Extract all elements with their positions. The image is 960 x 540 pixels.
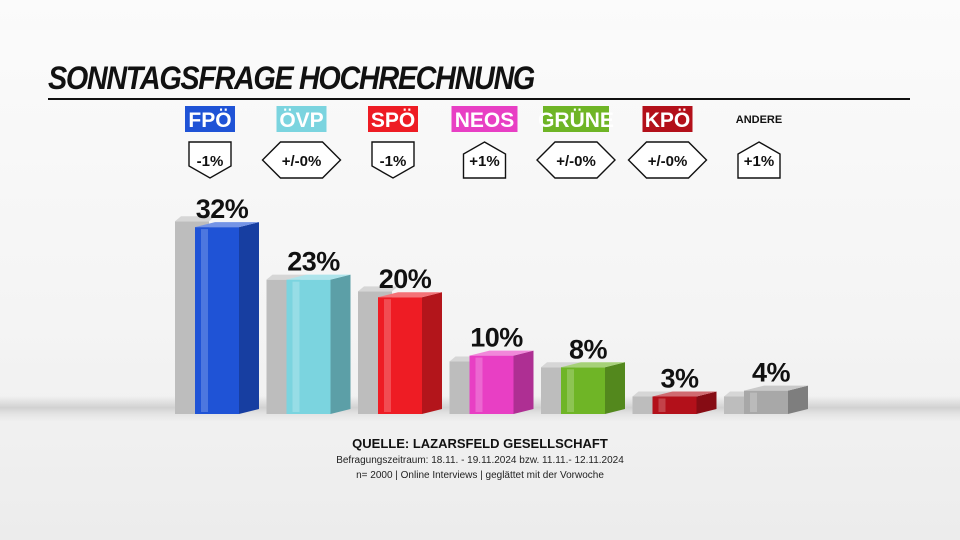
party-label-text: NEOS <box>455 109 515 132</box>
change-badge-text: +/-0% <box>648 153 688 170</box>
change-badge-neos: +1% <box>462 141 507 179</box>
change-badges: -1% +/-0% -1% +1% +/-0% +/-0% +1% <box>188 141 781 179</box>
change-badge-text: -1% <box>197 153 224 170</box>
bar-side <box>513 350 534 414</box>
source-label: QUELLE: LAZARSFELD GESELLSCHAFT <box>352 436 608 451</box>
bar-highlight <box>384 299 391 412</box>
bar-side <box>696 391 717 414</box>
bar-fpoe <box>195 222 259 414</box>
sample-note: n= 2000 | Online Interviews | geglättet … <box>356 470 604 481</box>
change-badge-spoe: -1% <box>371 141 415 179</box>
bar-side <box>330 274 351 414</box>
party-label-text: GRÜNE <box>538 109 614 132</box>
party-label-fpoe: FPÖ <box>185 106 235 132</box>
bar-top <box>195 222 259 228</box>
party-label-box <box>185 106 235 132</box>
bar-top <box>378 292 442 298</box>
party-label-box <box>543 106 609 132</box>
party-label-text: KPÖ <box>645 109 691 132</box>
value-label-fpoe: 32% <box>196 194 249 224</box>
change-badge-text: +/-0% <box>556 153 596 170</box>
bar-gruene <box>561 362 625 414</box>
change-badge-andere: +1% <box>737 141 781 179</box>
party-label-oevp: ÖVP <box>276 106 327 132</box>
previous-bar-top-spoe <box>358 286 398 292</box>
party-label-kpoe: KPÖ <box>642 106 693 132</box>
bar-side <box>239 222 259 414</box>
value-label-gruene: 8% <box>569 334 608 364</box>
value-label-andere: 4% <box>752 358 791 388</box>
change-badge-oevp: +/-0% <box>261 141 342 179</box>
change-badge-shape <box>188 141 232 179</box>
change-badge-shape <box>371 141 415 179</box>
bar-side <box>422 292 442 414</box>
change-badge-text: +1% <box>744 153 774 170</box>
chart-title: SONNTAGSFRAGE HOCHRECHNUNG <box>48 60 535 96</box>
bar-top <box>469 350 534 356</box>
party-label-text: SPÖ <box>371 109 415 132</box>
change-badge-shape <box>261 141 342 179</box>
bar-neos <box>469 350 534 414</box>
value-label-neos: 10% <box>470 323 523 353</box>
bar-top <box>744 385 808 391</box>
party-label-box <box>451 106 518 132</box>
party-label-text: ÖVP <box>279 109 323 132</box>
change-badge-shape <box>737 141 781 179</box>
party-label-box <box>276 106 327 132</box>
value-label-kpoe: 3% <box>660 363 699 393</box>
change-badge-shape <box>462 141 507 179</box>
title-divider <box>48 98 910 100</box>
bar-top <box>561 362 625 368</box>
survey-period-note: Befragungszeitraum: 18.11. - 19.11.2024 … <box>336 455 624 466</box>
value-labels: 32% 23% 20% 10% 8% 3% 4% <box>196 194 791 393</box>
bar-side <box>605 362 625 414</box>
value-label-oevp: 23% <box>287 247 340 277</box>
bars <box>175 216 808 414</box>
party-label-text: FPÖ <box>188 109 231 132</box>
bar-highlight <box>658 398 666 412</box>
bar-highlight <box>475 357 483 412</box>
bar-spoe <box>378 292 442 414</box>
party-labels: FPÖ ÖVP SPÖ NEOS GRÜNE KPÖ ANDERE <box>185 106 782 132</box>
bar-top <box>652 391 717 397</box>
bar-top <box>286 274 351 280</box>
change-badge-text: +1% <box>469 153 499 170</box>
bar-oevp <box>286 274 351 414</box>
change-badge-shape <box>627 141 708 179</box>
party-label-andere: ANDERE <box>736 114 782 126</box>
previous-bar-top-fpoe <box>175 216 215 222</box>
party-label-gruene: GRÜNE <box>538 106 614 132</box>
bar-side <box>788 385 808 414</box>
change-badge-fpoe: -1% <box>188 141 232 179</box>
bar-kpoe <box>652 391 717 414</box>
change-badge-shape <box>536 141 616 179</box>
bar-highlight <box>201 229 208 412</box>
party-label-spoe: SPÖ <box>368 106 418 132</box>
party-label-neos: NEOS <box>451 106 518 132</box>
change-badge-kpoe: +/-0% <box>627 141 708 179</box>
value-label-spoe: 20% <box>379 264 432 294</box>
bar-highlight <box>750 392 757 412</box>
party-label-box <box>642 106 693 132</box>
bar-highlight <box>567 369 574 412</box>
bar-highlight <box>292 281 300 412</box>
change-badge-text: -1% <box>380 153 407 170</box>
change-badge-text: +/-0% <box>282 153 322 170</box>
party-label-box <box>368 106 418 132</box>
bar-andere <box>744 385 808 414</box>
change-badge-gruene: +/-0% <box>536 141 616 179</box>
